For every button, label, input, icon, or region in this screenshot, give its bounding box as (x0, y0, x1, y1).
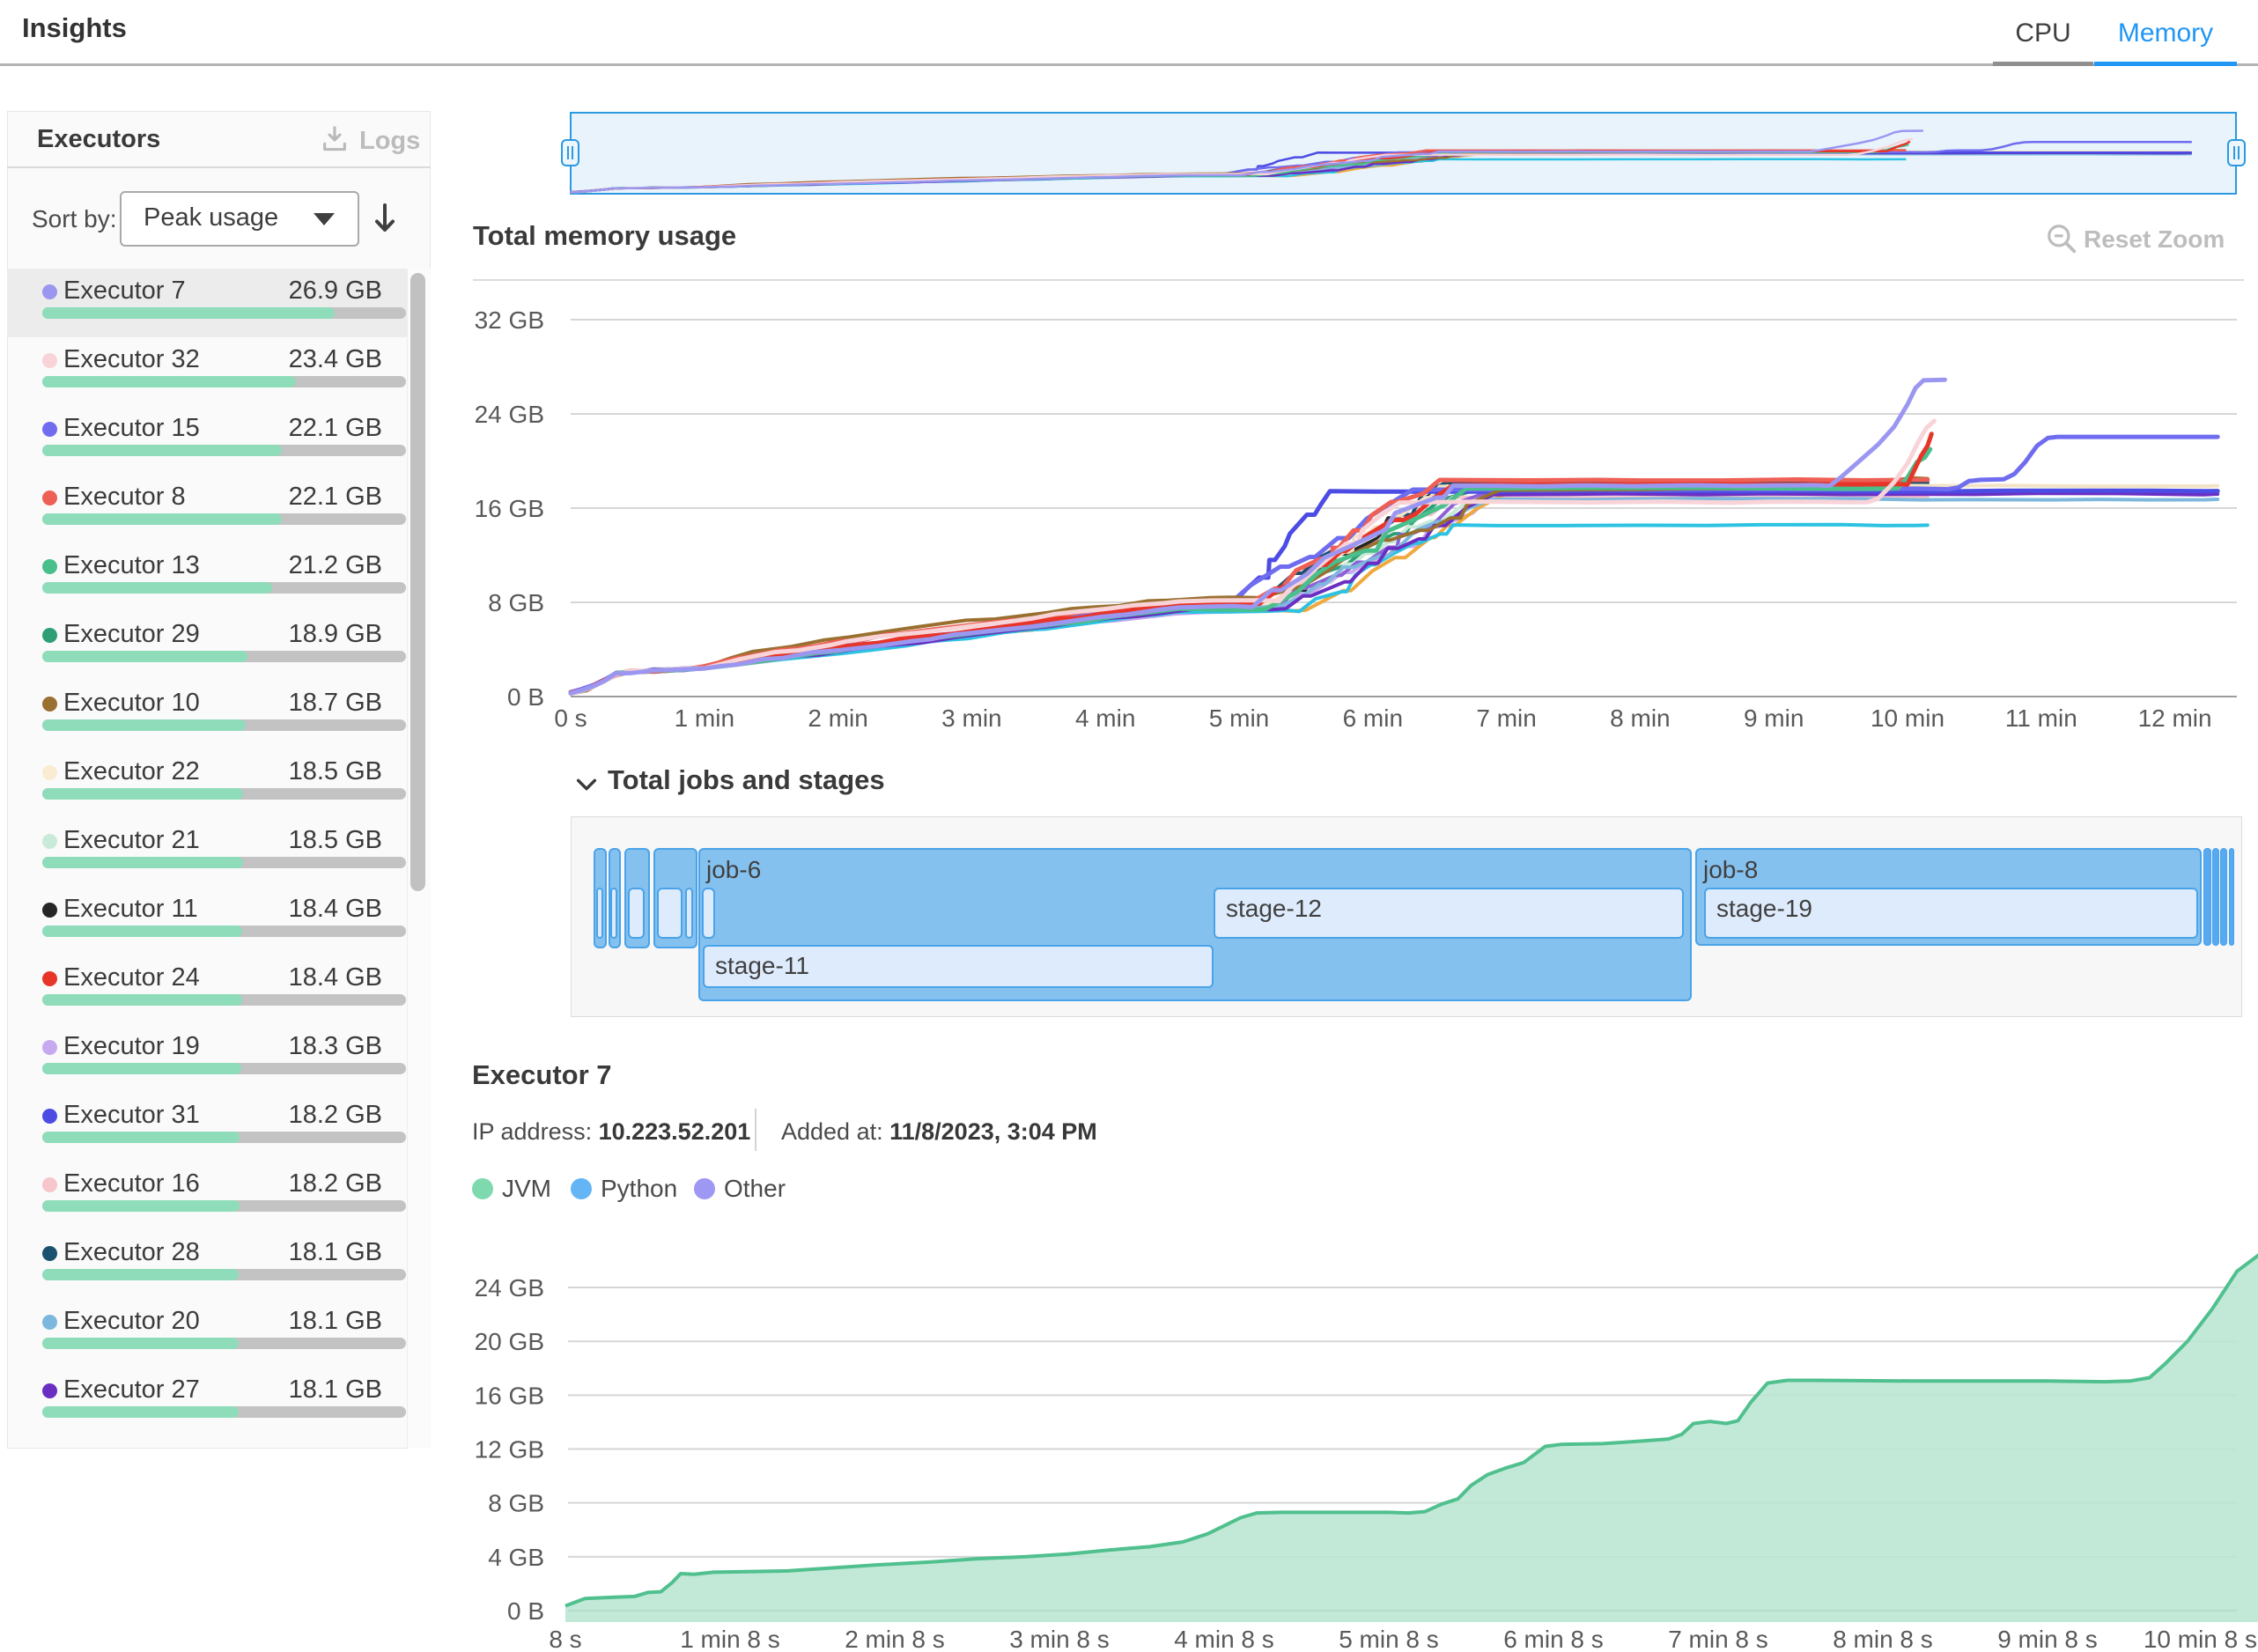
svg-text:6 min 8 s: 6 min 8 s (1503, 1626, 1604, 1652)
svg-text:16 GB: 16 GB (475, 495, 544, 522)
svg-text:9 min 8 s: 9 min 8 s (1997, 1626, 2098, 1652)
svg-text:9 min: 9 min (1744, 704, 1804, 732)
svg-text:7 min: 7 min (1476, 704, 1536, 732)
svg-text:10 min: 10 min (1871, 704, 1944, 732)
svg-text:3 min 8 s: 3 min 8 s (1009, 1626, 1110, 1652)
svg-text:7 min 8 s: 7 min 8 s (1668, 1626, 1768, 1652)
svg-text:0 s: 0 s (554, 704, 587, 732)
svg-text:2 min 8 s: 2 min 8 s (845, 1626, 945, 1652)
svg-text:24 GB: 24 GB (475, 401, 544, 428)
svg-text:8 GB: 8 GB (488, 589, 544, 616)
svg-text:12 GB: 12 GB (475, 1436, 544, 1464)
svg-text:4 GB: 4 GB (488, 1544, 544, 1571)
svg-text:2 min: 2 min (808, 704, 867, 732)
svg-text:8 s: 8 s (549, 1626, 581, 1652)
svg-text:24 GB: 24 GB (475, 1274, 544, 1302)
svg-text:8 min 8 s: 8 min 8 s (1833, 1626, 1933, 1652)
svg-text:11 min: 11 min (2005, 704, 2077, 732)
svg-text:20 GB: 20 GB (475, 1328, 544, 1355)
svg-text:10 min 8 s: 10 min 8 s (2144, 1626, 2257, 1652)
svg-text:4 min 8 s: 4 min 8 s (1174, 1626, 1274, 1652)
svg-text:4 min: 4 min (1075, 704, 1135, 732)
svg-text:32 GB: 32 GB (475, 306, 544, 334)
svg-text:8 GB: 8 GB (488, 1490, 544, 1517)
svg-text:0 B: 0 B (507, 683, 544, 711)
svg-text:12 min: 12 min (2138, 704, 2212, 732)
svg-text:8 min: 8 min (1610, 704, 1670, 732)
svg-text:6 min: 6 min (1343, 704, 1403, 732)
svg-text:0 B: 0 B (507, 1597, 544, 1625)
svg-text:3 min: 3 min (941, 704, 1001, 732)
svg-text:5 min 8 s: 5 min 8 s (1339, 1626, 1439, 1652)
svg-text:5 min: 5 min (1209, 704, 1269, 732)
svg-text:1 min: 1 min (675, 704, 734, 732)
svg-text:16 GB: 16 GB (475, 1382, 544, 1409)
svg-text:1 min 8 s: 1 min 8 s (680, 1626, 780, 1652)
